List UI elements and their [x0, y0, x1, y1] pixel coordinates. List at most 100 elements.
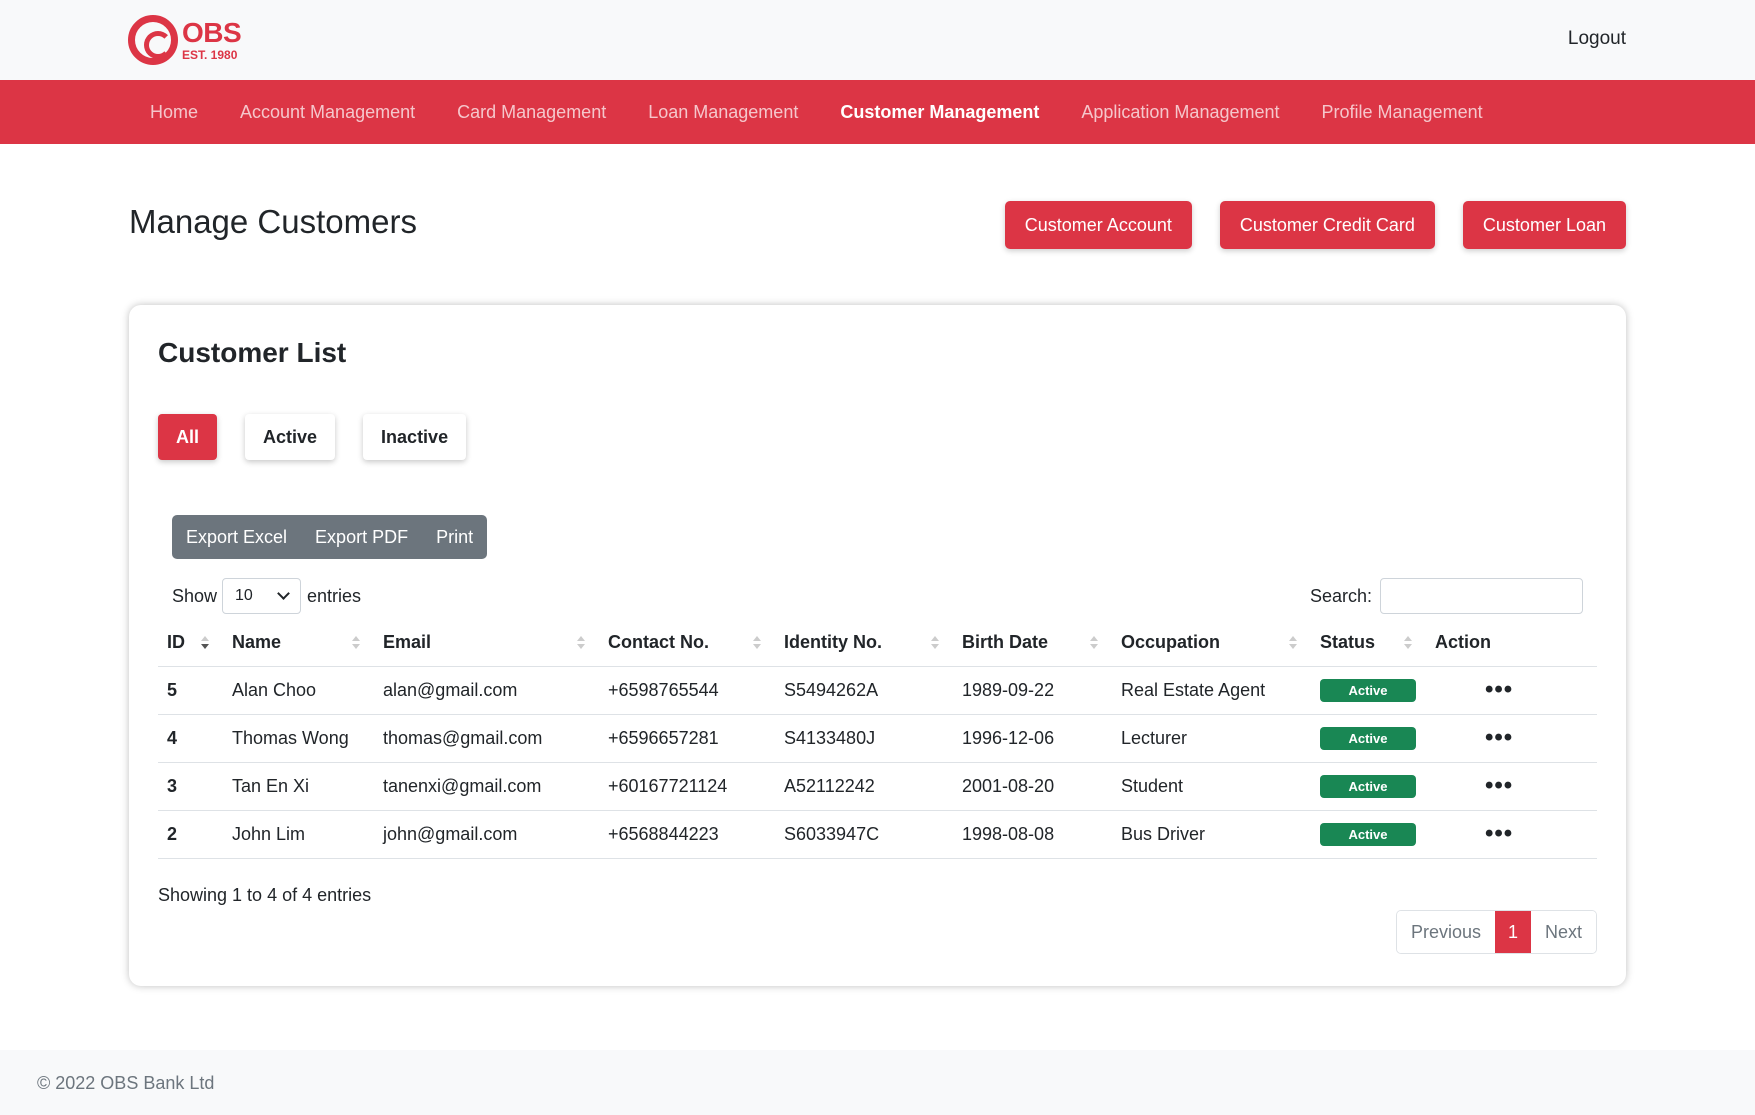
nav-item-home[interactable]: Home: [150, 101, 199, 122]
column-header-email[interactable]: Email: [374, 620, 599, 667]
cell-name: John Lim: [223, 810, 374, 859]
export-excel-button[interactable]: Export Excel: [172, 515, 301, 559]
column-header-name[interactable]: Name: [223, 620, 374, 667]
column-header-label: Occupation: [1121, 632, 1221, 653]
customer-table: ID Name Email Contact No. Identity No. B…: [158, 620, 1597, 859]
column-header-contact[interactable]: Contact No.: [599, 620, 775, 667]
filter-active-button[interactable]: Active: [245, 414, 336, 460]
cell-identity: S5494262A: [775, 666, 953, 715]
column-header-label: Email: [383, 632, 432, 653]
logo-name: OBS: [182, 17, 242, 48]
entries-select[interactable]: 10: [222, 578, 302, 614]
cell-birth-date: 1998-08-08: [953, 810, 1112, 859]
cell-name: Tan En Xi: [223, 762, 374, 811]
customer-loan-button[interactable]: Customer Loan: [1462, 201, 1626, 249]
status-badge: Active: [1320, 822, 1416, 846]
column-header-identity[interactable]: Identity No.: [775, 620, 953, 667]
table-search: Search:: [1310, 578, 1583, 614]
obs-logo[interactable]: OBS EST. 1980: [128, 14, 248, 66]
length-prefix: Show: [172, 585, 218, 606]
sort-icon: [352, 635, 360, 651]
column-header-action: Action: [1426, 620, 1597, 667]
cell-identity: S6033947C: [775, 810, 953, 859]
footer-copyright: © 2022 OBS Bank Ltd: [37, 1073, 215, 1093]
previous-page-button[interactable]: Previous: [1396, 911, 1495, 953]
sort-icon: [753, 635, 761, 651]
table-header-row: ID Name Email Contact No. Identity No. B…: [158, 620, 1597, 667]
nav-item-profile-management[interactable]: Profile Management: [1321, 101, 1483, 122]
cell-occupation: Student: [1112, 762, 1311, 811]
search-input[interactable]: [1380, 578, 1583, 614]
column-header-status[interactable]: Status: [1311, 620, 1426, 667]
cell-email: john@gmail.com: [374, 810, 599, 859]
nav-item-application-management[interactable]: Application Management: [1081, 101, 1280, 122]
cell-status: Active: [1311, 762, 1426, 811]
export-button-group: Export Excel Export PDF Print: [172, 515, 488, 559]
cell-action: •••: [1426, 714, 1597, 763]
print-button[interactable]: Print: [422, 515, 487, 559]
sort-icon: [1090, 635, 1098, 651]
top-bar: OBS EST. 1980 Logout: [0, 0, 1755, 80]
more-options-icon[interactable]: •••: [1485, 676, 1514, 703]
column-header-label: Name: [232, 632, 282, 653]
cell-email: alan@gmail.com: [374, 666, 599, 715]
table-row: 3 Tan En Xi tanenxi@gmail.com +601677211…: [158, 762, 1597, 811]
cell-birth-date: 2001-08-20: [953, 762, 1112, 811]
next-page-button[interactable]: Next: [1530, 911, 1596, 953]
column-header-occupation[interactable]: Occupation: [1112, 620, 1311, 667]
column-header-label: Identity No.: [784, 632, 882, 653]
cell-occupation: Real Estate Agent: [1112, 666, 1311, 715]
cell-action: •••: [1426, 810, 1597, 859]
logout-link[interactable]: Logout: [1567, 28, 1626, 49]
more-options-icon[interactable]: •••: [1485, 724, 1514, 751]
cell-status: Active: [1311, 810, 1426, 859]
cell-action: •••: [1426, 762, 1597, 811]
main-nav: Home Account Management Card Management …: [0, 80, 1755, 144]
pagination: Previous 1 Next: [1395, 910, 1597, 954]
table-row: 4 Thomas Wong thomas@gmail.com +65966572…: [158, 714, 1597, 763]
sort-icon: [1289, 635, 1297, 651]
nav-item-card-management[interactable]: Card Management: [457, 101, 607, 122]
cell-action: •••: [1426, 666, 1597, 715]
cell-id: 3: [158, 762, 223, 811]
cell-contact: +60167721124: [599, 762, 775, 811]
page-1-button[interactable]: 1: [1494, 911, 1531, 953]
cell-birth-date: 1996-12-06: [953, 714, 1112, 763]
customer-account-button[interactable]: Customer Account: [1004, 201, 1192, 249]
status-badge: Active: [1320, 678, 1416, 702]
export-pdf-button[interactable]: Export PDF: [301, 515, 422, 559]
filter-inactive-button[interactable]: Inactive: [363, 414, 467, 460]
column-header-id[interactable]: ID: [158, 620, 223, 667]
nav-item-account-management[interactable]: Account Management: [240, 101, 416, 122]
card-title: Customer List: [158, 337, 347, 368]
sort-icon: [577, 635, 585, 651]
cell-name: Alan Choo: [223, 666, 374, 715]
column-header-label: Action: [1435, 632, 1491, 653]
cell-id: 2: [158, 810, 223, 859]
more-options-icon[interactable]: •••: [1485, 820, 1514, 847]
logo-est: EST. 1980: [182, 48, 238, 62]
column-header-label: Birth Date: [962, 632, 1049, 653]
cell-id: 4: [158, 714, 223, 763]
table-row: 5 Alan Choo alan@gmail.com +6598765544 S…: [158, 666, 1597, 715]
table-row: 2 John Lim john@gmail.com +6568844223 S6…: [158, 810, 1597, 859]
cell-email: tanenxi@gmail.com: [374, 762, 599, 811]
nav-list: Home Account Management Card Management …: [129, 80, 1504, 144]
customer-credit-card-button[interactable]: Customer Credit Card: [1219, 201, 1435, 249]
logo-text: OBS EST. 1980: [182, 17, 242, 62]
sort-icon: [931, 635, 939, 651]
status-badge: Active: [1320, 726, 1416, 750]
chevron-down-icon: [277, 587, 290, 600]
cell-contact: +6596657281: [599, 714, 775, 763]
page-actions: Customer Account Customer Credit Card Cu…: [1004, 201, 1626, 249]
status-badge: Active: [1320, 774, 1416, 798]
filter-all-button[interactable]: All: [158, 414, 218, 460]
more-options-icon[interactable]: •••: [1485, 772, 1514, 799]
nav-item-loan-management[interactable]: Loan Management: [648, 101, 799, 122]
column-header-birth-date[interactable]: Birth Date: [953, 620, 1112, 667]
customer-list-card: Customer List All Active Inactive Export…: [129, 305, 1626, 986]
column-header-label: ID: [167, 632, 185, 653]
cell-occupation: Lecturer: [1112, 714, 1311, 763]
nav-item-customer-management[interactable]: Customer Management: [840, 101, 1040, 122]
cell-id: 5: [158, 666, 223, 715]
